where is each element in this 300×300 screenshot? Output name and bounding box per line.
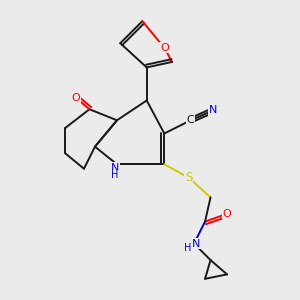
Text: S: S xyxy=(185,171,192,184)
Text: N: N xyxy=(208,105,217,116)
Text: O: O xyxy=(223,209,231,219)
Text: C: C xyxy=(187,115,195,125)
Text: N: N xyxy=(111,163,119,172)
Text: H: H xyxy=(111,170,118,180)
Text: N: N xyxy=(192,238,200,249)
Text: H: H xyxy=(184,243,191,253)
Text: O: O xyxy=(72,93,81,103)
Text: O: O xyxy=(160,43,169,52)
